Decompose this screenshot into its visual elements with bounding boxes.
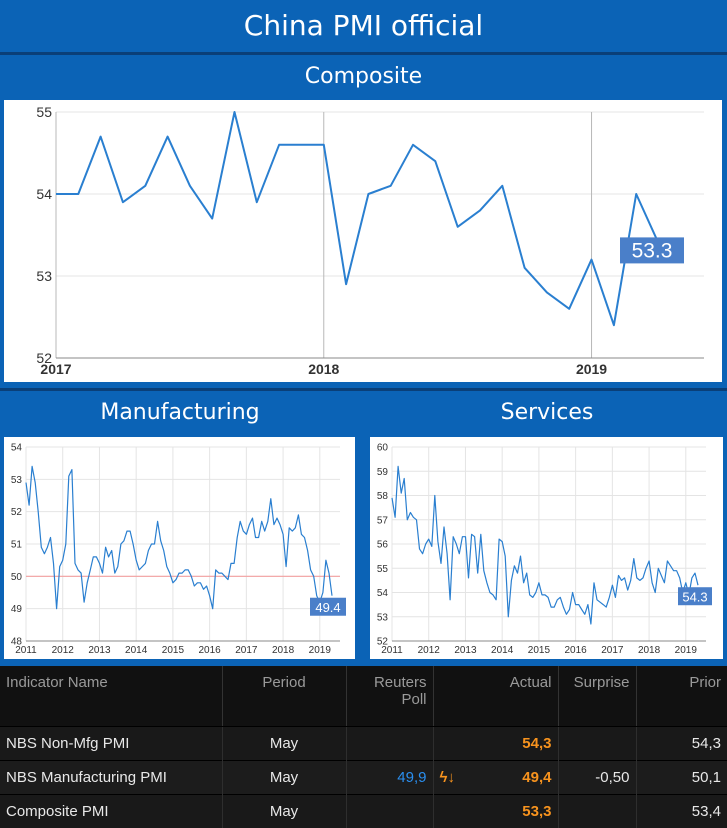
x-tick-label: 2016	[199, 645, 222, 656]
y-tick-label: 52	[11, 507, 23, 518]
y-tick-label: 49	[11, 604, 23, 615]
series-line	[392, 466, 698, 624]
table-header-row: Indicator Name Period Reuters Poll Actua…	[0, 666, 727, 727]
x-tick-label: 2018	[272, 645, 295, 656]
indicator-table: Indicator Name Period Reuters Poll Actua…	[0, 666, 727, 828]
header-prior[interactable]: Prior	[636, 666, 727, 727]
x-tick-label: 2019	[675, 645, 698, 656]
period: May	[222, 727, 346, 761]
actual-cell: ϟ↓ 49,4	[433, 761, 558, 795]
actual-value: 54,3	[522, 735, 551, 752]
x-tick-label: 2018	[308, 361, 339, 377]
period: May	[222, 795, 346, 828]
last-value-label: 49.4	[315, 600, 340, 615]
last-value-label: 54.3	[682, 589, 707, 604]
y-tick-label: 54	[36, 186, 52, 202]
y-tick-label: 51	[11, 540, 23, 551]
divider	[0, 52, 727, 55]
y-tick-label: 54	[11, 443, 23, 454]
header-actual[interactable]: Actual	[433, 666, 558, 727]
y-tick-label: 59	[377, 467, 389, 478]
prior: 53,4	[636, 795, 727, 828]
last-value-badge: 53.3	[620, 237, 684, 263]
x-tick-label: 2017	[235, 645, 258, 656]
indicator-table-panel: Indicator Name Period Reuters Poll Actua…	[0, 666, 727, 825]
indicator-name: NBS Non-Mfg PMI	[0, 727, 222, 761]
x-tick-label: 2013	[454, 645, 477, 656]
x-tick-label: 2015	[528, 645, 551, 656]
y-tick-label: 55	[36, 104, 52, 120]
x-tick-label: 2012	[52, 645, 75, 656]
header-period[interactable]: Period	[222, 666, 346, 727]
y-tick-label: 60	[377, 443, 389, 454]
y-tick-label: 57	[377, 515, 389, 526]
composite-heading: Composite	[0, 56, 727, 98]
x-tick-label: 2013	[88, 645, 111, 656]
divider	[0, 388, 727, 391]
table-row[interactable]: NBS Non-Mfg PMI May 54,3 54,3	[0, 727, 727, 761]
manufacturing-heading: Manufacturing	[20, 400, 340, 425]
prior: 50,1	[636, 761, 727, 795]
period: May	[222, 761, 346, 795]
page-title: China PMI official	[0, 0, 727, 52]
reuters-poll: 49,9	[346, 761, 433, 795]
y-tick-label: 53	[377, 612, 389, 623]
x-tick-label: 2019	[309, 645, 332, 656]
y-tick-label: 50	[11, 572, 23, 583]
indicator-name: NBS Manufacturing PMI	[0, 761, 222, 795]
series-line	[26, 466, 332, 608]
last-value-badge: 54.3	[678, 587, 712, 605]
surprise	[558, 795, 636, 828]
x-tick-label: 2016	[565, 645, 588, 656]
header-reuters-poll[interactable]: Reuters Poll	[346, 666, 433, 727]
x-tick-label: 2011	[381, 645, 403, 656]
x-tick-label: 2017	[40, 361, 71, 377]
x-tick-label: 2017	[601, 645, 624, 656]
x-tick-label: 2019	[576, 361, 607, 377]
reuters-poll	[346, 727, 433, 761]
y-tick-label: 55	[377, 564, 389, 575]
actual-cell: 53,3	[433, 795, 558, 828]
surprise-flag-icon: ϟ↓	[440, 769, 455, 786]
header-surprise[interactable]: Surprise	[558, 666, 636, 727]
y-tick-label: 53	[11, 475, 23, 486]
services-heading: Services	[387, 400, 707, 425]
actual-cell: 54,3	[433, 727, 558, 761]
prior: 54,3	[636, 727, 727, 761]
x-tick-label: 2015	[162, 645, 185, 656]
last-value-label: 53.3	[632, 240, 673, 263]
y-tick-label: 56	[377, 540, 389, 551]
last-value-badge: 49.4	[310, 598, 346, 616]
header-indicator[interactable]: Indicator Name	[0, 666, 222, 727]
y-tick-label: 58	[377, 491, 389, 502]
reuters-poll	[346, 795, 433, 828]
table-row[interactable]: Composite PMI May 53,3 53,4	[0, 795, 727, 828]
surprise	[558, 727, 636, 761]
x-tick-label: 2014	[125, 645, 148, 656]
indicator-name: Composite PMI	[0, 795, 222, 828]
surprise: -0,50	[558, 761, 636, 795]
y-tick-label: 54	[377, 588, 389, 599]
x-tick-label: 2018	[638, 645, 661, 656]
x-tick-label: 2014	[491, 645, 514, 656]
actual-value: 53,3	[522, 803, 551, 820]
series-line	[56, 112, 681, 325]
actual-value: 49,4	[522, 769, 551, 786]
y-tick-label: 53	[36, 268, 52, 284]
x-tick-label: 2012	[418, 645, 441, 656]
table-row[interactable]: NBS Manufacturing PMI May 49,9 ϟ↓ 49,4 -0…	[0, 761, 727, 795]
x-tick-label: 2011	[15, 645, 37, 656]
